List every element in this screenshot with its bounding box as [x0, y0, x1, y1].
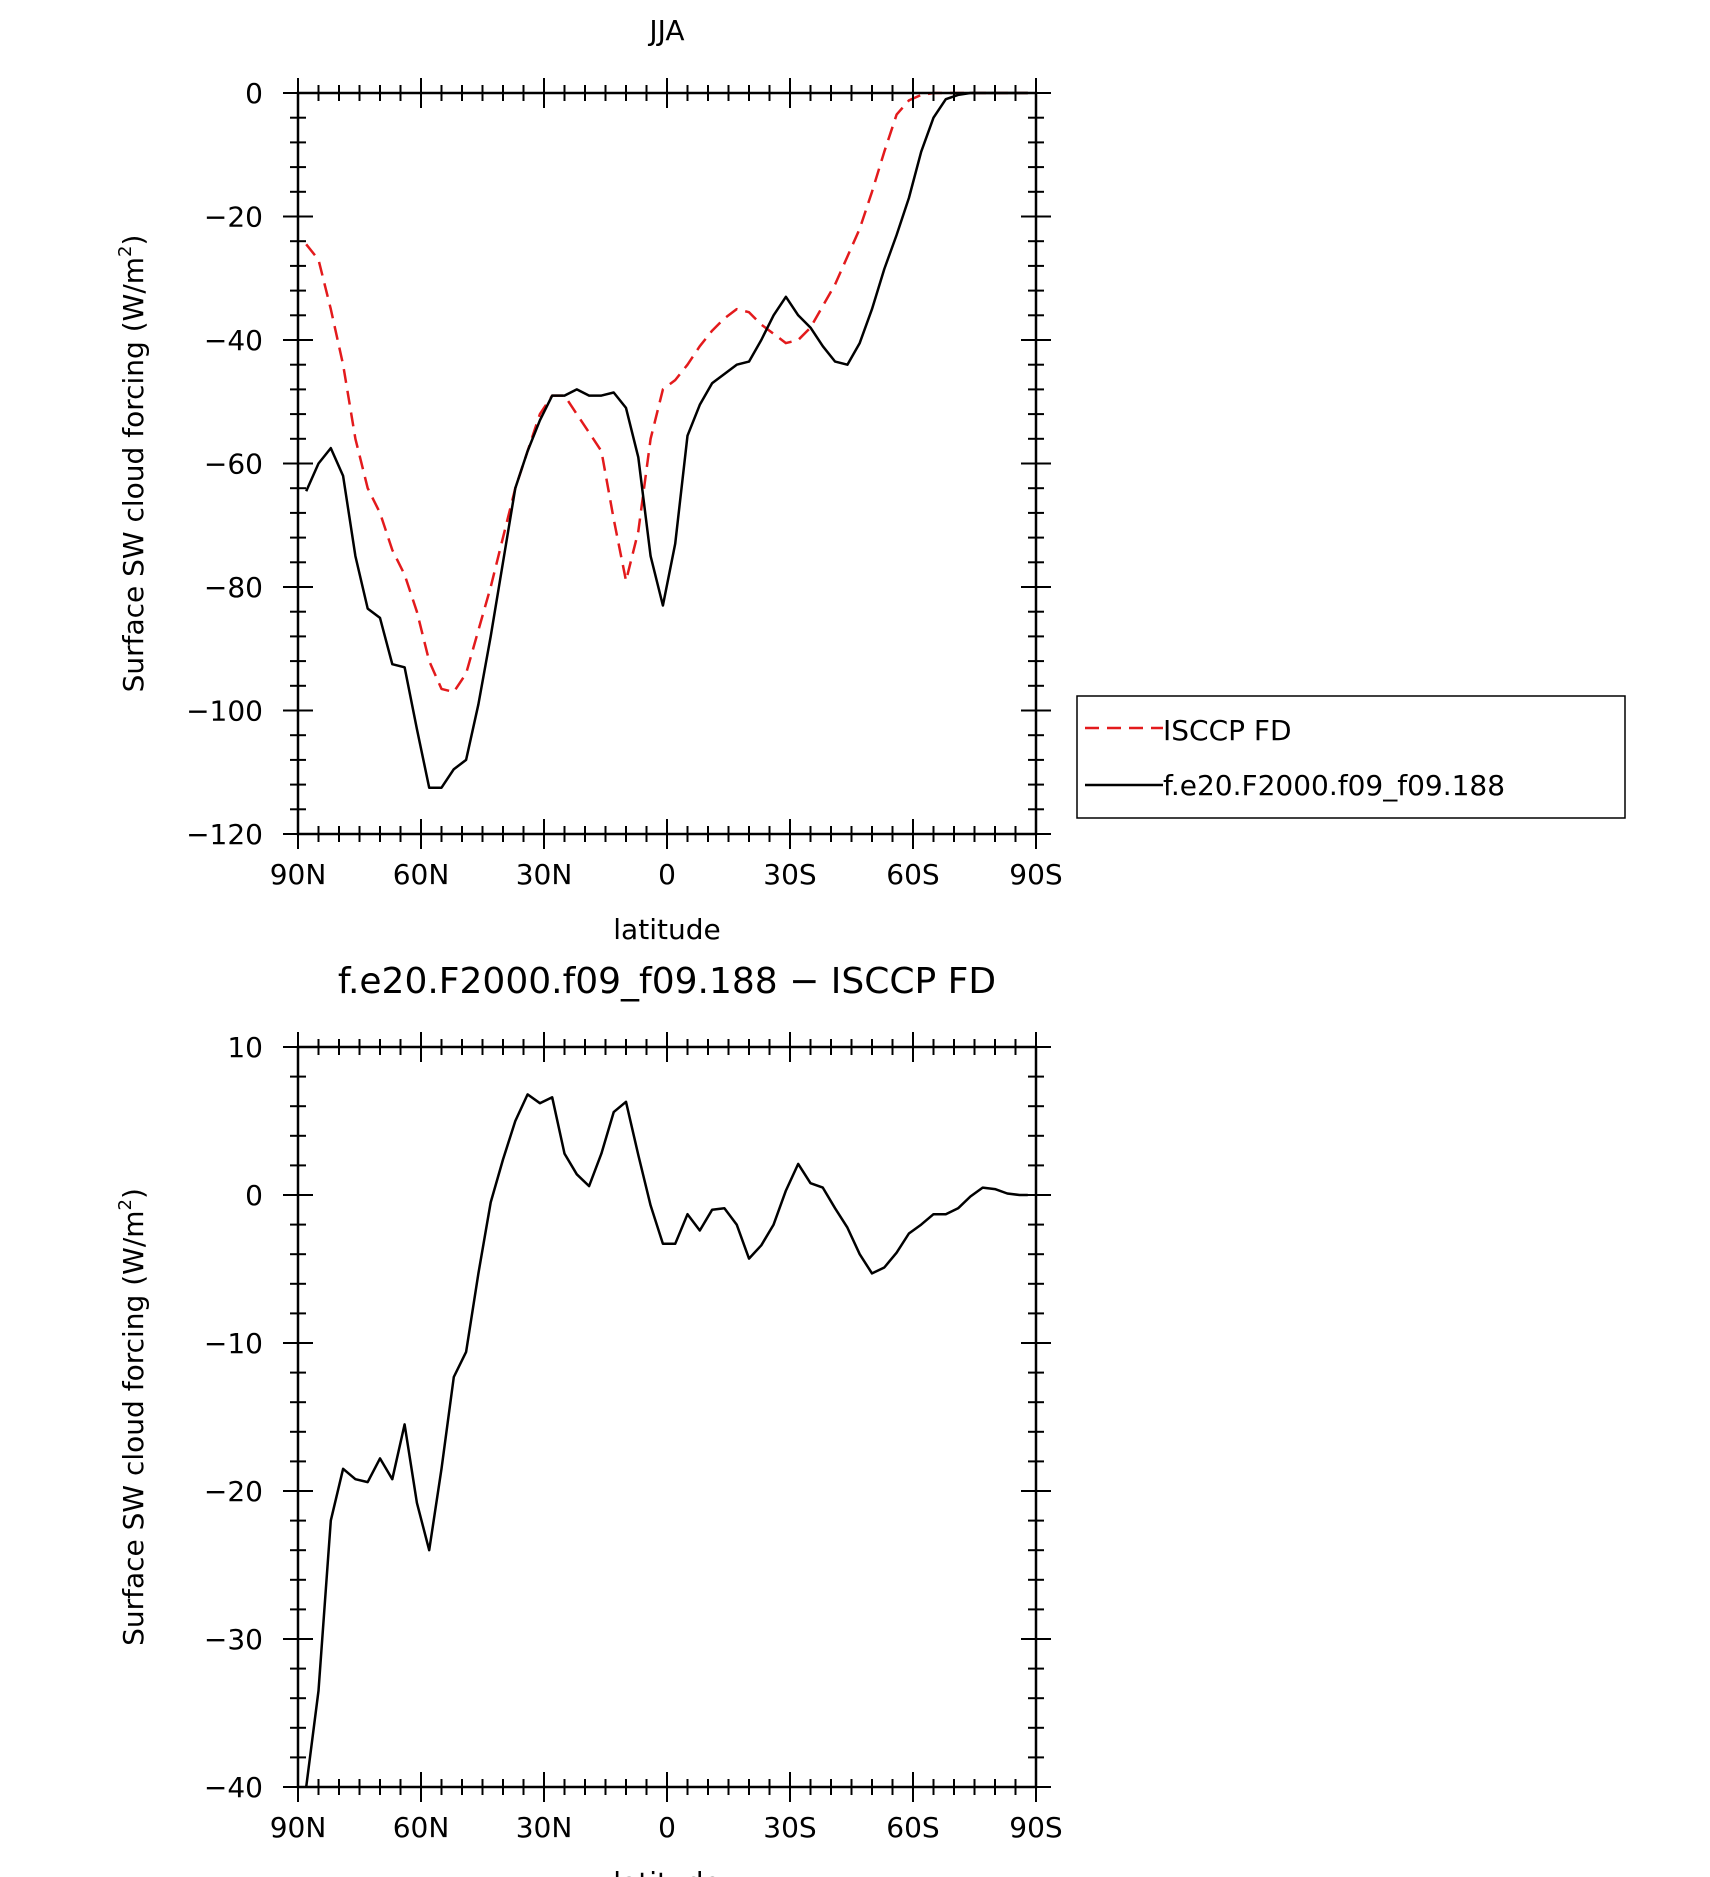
chart-bottom-frame	[296, 1045, 1038, 1789]
chart-top-ytick-label: −40	[204, 324, 263, 357]
chart-bottom-ylabel: Surface SW cloud forcing (W/m2)	[115, 1188, 150, 1646]
chart-bottom-xtick-label: 90S	[1009, 1811, 1062, 1844]
chart-top-xtick-label: 60N	[393, 858, 450, 891]
chart-bottom-xtick-label: 90N	[270, 1811, 327, 1844]
chart-top-xtick-label: 90S	[1009, 858, 1062, 891]
chart-bottom-xtick-label: 60N	[393, 1811, 450, 1844]
chart-bottom-xtick-label: 60S	[886, 1811, 939, 1844]
chart-top-xtick-label: 30N	[516, 858, 573, 891]
chart-top-ytick-label: −120	[186, 818, 263, 851]
chart-bottom-ylabel-sup: 2	[115, 1199, 136, 1210]
chart-bottom-ytick-label: −30	[204, 1623, 263, 1656]
chart-bottom-ytick-label: 10	[227, 1031, 263, 1064]
chart-top-series-line-1	[305, 91, 1028, 789]
chart-top-ticks	[283, 78, 1051, 849]
chart-bottom-title: f.e20.F2000.f09_f09.188 − ISCCP FD	[338, 961, 996, 1002]
chart-top-ylabel-main: Surface SW cloud forcing (W/m	[117, 257, 150, 692]
chart-top-ytick-label: −100	[186, 695, 263, 728]
chart-bottom-ytick-label: 0	[245, 1179, 263, 1212]
chart-top-ytick-label: 0	[245, 77, 263, 110]
chart-bottom-xtick-label: 30N	[516, 1811, 573, 1844]
chart-top-ytick-label: −60	[204, 448, 263, 481]
chart-top-xtick-label: 90N	[270, 858, 327, 891]
chart-bottom-xlabel: latitude	[613, 1866, 720, 1877]
chart-bottom: f.e20.F2000.f09_f09.188 − ISCCP FD 90N 60…	[115, 961, 1063, 1877]
chart-bottom-ticks	[283, 1032, 1051, 1802]
chart-bottom-xtick-label: 0	[658, 1811, 676, 1844]
chart-bottom-ytick-label: −40	[204, 1771, 263, 1804]
chart-top-ylabel-sup: 2	[115, 246, 136, 257]
chart-top-xtick-label: 60S	[886, 858, 939, 891]
chart-bottom-series-layer	[304, 1093, 1028, 1788]
legend: ISCCP FD f.e20.F2000.f09_f09.188	[1076, 695, 1626, 819]
chart-top-title: JJA	[647, 14, 684, 47]
chart-top-series-line-0	[305, 91, 1028, 694]
chart-bottom-ylabel-tail: )	[117, 1188, 150, 1199]
legend-box	[1076, 695, 1626, 819]
chart-bottom-ylabel-main: Surface SW cloud forcing (W/m	[117, 1210, 150, 1645]
chart-bottom-tick-labels: 90N 60N 30N 0 30S 60S 90S 10 0 −10 −20 −30 −40	[204, 1031, 1063, 1844]
chart-top-ylabel: Surface SW cloud forcing (W/m2)	[115, 235, 150, 693]
chart-top: JJA 90N 60N 30N 0 30S 60S 90S 0 −20 −40 −60 −80 −100…	[115, 14, 1626, 946]
chart-bottom-series-line-0	[304, 1093, 1028, 1788]
chart-top-ytick-label: −20	[204, 201, 263, 234]
chart-top-tick-labels: 90N 60N 30N 0 30S 60S 90S 0 −20 −40 −60 −80 −100 −120	[186, 77, 1063, 891]
chart-top-frame	[296, 91, 1038, 836]
chart-top-ytick-label: −80	[204, 571, 263, 604]
chart-bottom-xtick-label: 30S	[763, 1811, 816, 1844]
chart-top-xlabel: latitude	[613, 913, 720, 946]
legend-label-isccp: ISCCP FD	[1163, 714, 1292, 747]
chart-top-xtick-label: 30S	[763, 858, 816, 891]
chart-bottom-ytick-label: −10	[204, 1327, 263, 1360]
chart-top-xtick-label: 0	[658, 858, 676, 891]
chart-bottom-ytick-label: −20	[204, 1475, 263, 1508]
legend-label-model: f.e20.F2000.f09_f09.188	[1163, 769, 1505, 802]
chart-top-series-layer	[305, 91, 1028, 789]
chart-top-ylabel-tail: )	[117, 235, 150, 246]
